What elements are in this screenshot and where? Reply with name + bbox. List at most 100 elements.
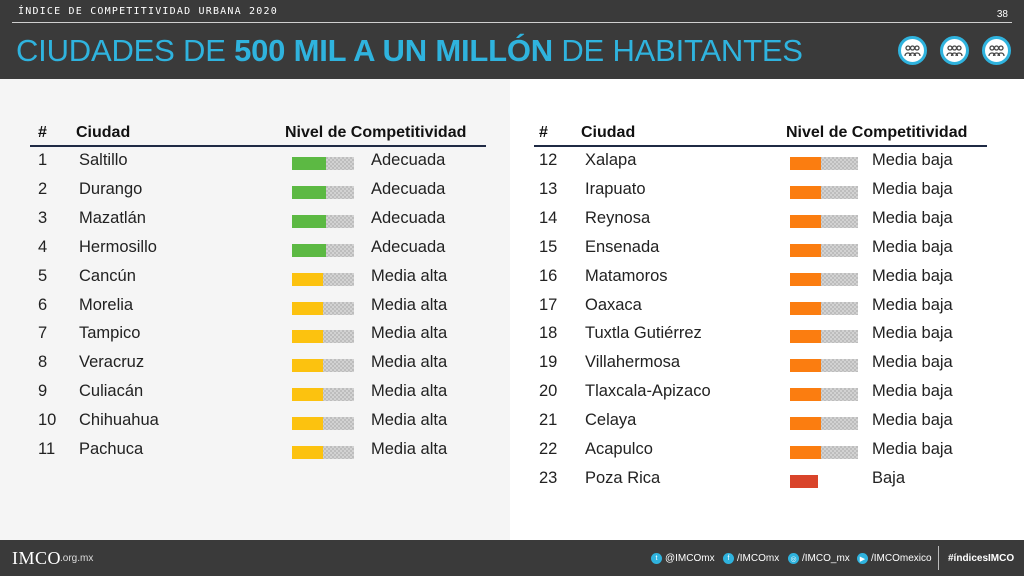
city-cell: Ensenada bbox=[585, 237, 660, 256]
level-cell: Media baja bbox=[872, 237, 953, 256]
city-cell: Xalapa bbox=[585, 151, 637, 169]
instagram-handle: /IMCO_mx bbox=[802, 553, 850, 564]
competitiveness-bar-fill bbox=[790, 272, 821, 286]
competitiveness-bar bbox=[790, 474, 818, 488]
competitiveness-bar bbox=[790, 243, 858, 257]
level-cell: Adecuada bbox=[371, 208, 446, 227]
competitiveness-bar bbox=[292, 417, 354, 431]
city-cell: Mazatlán bbox=[79, 208, 146, 227]
table-row: 2 Durango Adecuada bbox=[30, 176, 486, 205]
facebook-icon: f bbox=[723, 553, 734, 564]
rank-cell: 10 bbox=[38, 411, 57, 430]
rank-cell: 6 bbox=[38, 295, 48, 314]
youtube-handle: /IMCOmexico bbox=[871, 553, 932, 564]
facebook-link[interactable]: f/IMCOmx bbox=[723, 553, 779, 564]
level-cell: Adecuada bbox=[371, 237, 446, 256]
table-row: 10 Chihuahua Media alta bbox=[30, 407, 486, 436]
level-cell: Media baja bbox=[872, 411, 953, 430]
youtube-icon: ▶ bbox=[857, 553, 868, 564]
competitiveness-bar-fill bbox=[790, 359, 821, 373]
city-cell: Oaxaca bbox=[585, 295, 642, 314]
city-cell: Cancún bbox=[79, 266, 136, 285]
competitiveness-bar bbox=[790, 214, 858, 228]
table-row: 18 Tuxtla Gutiérrez Media baja bbox=[534, 320, 987, 349]
competitiveness-bar-fill bbox=[292, 214, 326, 228]
table-row: 16 Matamoros Media baja bbox=[534, 263, 987, 292]
rank-cell: 21 bbox=[539, 411, 558, 430]
competitiveness-bar bbox=[292, 157, 354, 170]
level-cell: Media alta bbox=[371, 382, 448, 401]
competitiveness-bar bbox=[790, 157, 858, 170]
competitiveness-bar bbox=[292, 446, 354, 459]
twitter-icon: t bbox=[651, 553, 662, 564]
table-header: # Ciudad Nivel de Competitividad bbox=[534, 120, 987, 147]
city-cell: Veracruz bbox=[79, 353, 145, 372]
level-cell: Media baja bbox=[872, 208, 953, 227]
table-row: 20 Tlaxcala-Apizaco Media baja bbox=[534, 378, 987, 407]
col-city-header: Ciudad bbox=[76, 124, 131, 141]
rank-cell: 3 bbox=[38, 208, 48, 227]
city-cell: Morelia bbox=[79, 295, 134, 314]
col-level-header: Nivel de Competitividad bbox=[786, 124, 968, 141]
hashtag[interactable]: #índicesIMCO bbox=[948, 553, 1015, 564]
table-row: 14 Reynosa Media baja bbox=[534, 205, 987, 234]
people-group-icon bbox=[898, 36, 927, 65]
competitiveness-bar bbox=[292, 185, 354, 199]
table-row: 22 Acapulco Media baja bbox=[534, 436, 987, 465]
level-cell: Media baja bbox=[872, 324, 953, 343]
level-cell: Media alta bbox=[371, 324, 448, 343]
level-cell: Media alta bbox=[371, 440, 448, 458]
city-cell: Hermosillo bbox=[79, 237, 157, 256]
level-cell: Adecuada bbox=[371, 179, 446, 198]
people-group-icon bbox=[982, 36, 1011, 65]
rank-cell: 16 bbox=[539, 266, 558, 285]
competitiveness-bar-fill bbox=[790, 474, 818, 488]
competitiveness-bar-fill bbox=[292, 417, 323, 431]
rank-cell: 13 bbox=[539, 179, 558, 198]
level-cell: Media baja bbox=[872, 295, 953, 314]
table-row: 9 Culiacán Media alta bbox=[30, 378, 486, 407]
table-row: 5 Cancún Media alta bbox=[30, 263, 486, 292]
level-cell: Media alta bbox=[371, 411, 448, 430]
city-cell: Reynosa bbox=[585, 208, 651, 227]
competitiveness-bar-fill bbox=[790, 157, 821, 170]
competitiveness-bar bbox=[790, 301, 858, 315]
city-cell: Irapuato bbox=[585, 179, 646, 198]
competitiveness-bar-fill bbox=[790, 446, 821, 459]
city-cell: Culiacán bbox=[79, 382, 144, 401]
rank-cell: 19 bbox=[539, 353, 558, 372]
twitter-link[interactable]: t @IMCOmx bbox=[651, 553, 715, 564]
level-cell: Media baja bbox=[872, 179, 953, 198]
imco-domain[interactable]: .org.mx bbox=[60, 553, 94, 564]
level-cell: Media baja bbox=[872, 440, 953, 458]
imco-logo[interactable]: IMCO bbox=[12, 548, 62, 568]
facebook-handle: /IMCOmx bbox=[737, 553, 780, 564]
competitiveness-bar-fill bbox=[790, 185, 821, 199]
competitiveness-bar bbox=[292, 214, 354, 228]
rank-cell: 14 bbox=[539, 208, 558, 227]
competitiveness-bar bbox=[292, 301, 354, 315]
competitiveness-bar bbox=[292, 359, 354, 373]
table-row: 1 Saltillo Adecuada bbox=[30, 147, 486, 176]
competitiveness-bar bbox=[790, 330, 858, 344]
footer-bar: IMCO .org.mx t @IMCOmx f/IMCOmx ◎/IMCO_mx… bbox=[0, 540, 1024, 576]
rank-cell: 11 bbox=[38, 440, 56, 458]
col-city-header: Ciudad bbox=[581, 124, 636, 141]
left-panel-background bbox=[0, 79, 510, 540]
level-cell: Adecuada bbox=[371, 151, 446, 169]
rank-cell: 12 bbox=[539, 151, 558, 169]
header-bar: ÍNDICE DE COMPETITIVIDAD URBANA 2020 38 … bbox=[0, 0, 1024, 79]
instagram-link[interactable]: ◎/IMCO_mx bbox=[788, 553, 850, 564]
instagram-icon: ◎ bbox=[788, 553, 799, 564]
competitiveness-bar-fill bbox=[292, 157, 326, 170]
rank-cell: 22 bbox=[539, 440, 558, 458]
youtube-link[interactable]: ▶/IMCOmexico bbox=[857, 553, 932, 564]
competitiveness-bar bbox=[790, 359, 858, 373]
competitiveness-bar bbox=[292, 243, 354, 257]
level-cell: Media alta bbox=[371, 266, 448, 285]
rank-cell: 20 bbox=[539, 382, 558, 401]
level-cell: Media baja bbox=[872, 151, 953, 169]
competitiveness-bar-fill bbox=[292, 388, 323, 402]
city-cell: Saltillo bbox=[79, 151, 128, 169]
twitter-handle: @IMCOmx bbox=[665, 553, 715, 564]
